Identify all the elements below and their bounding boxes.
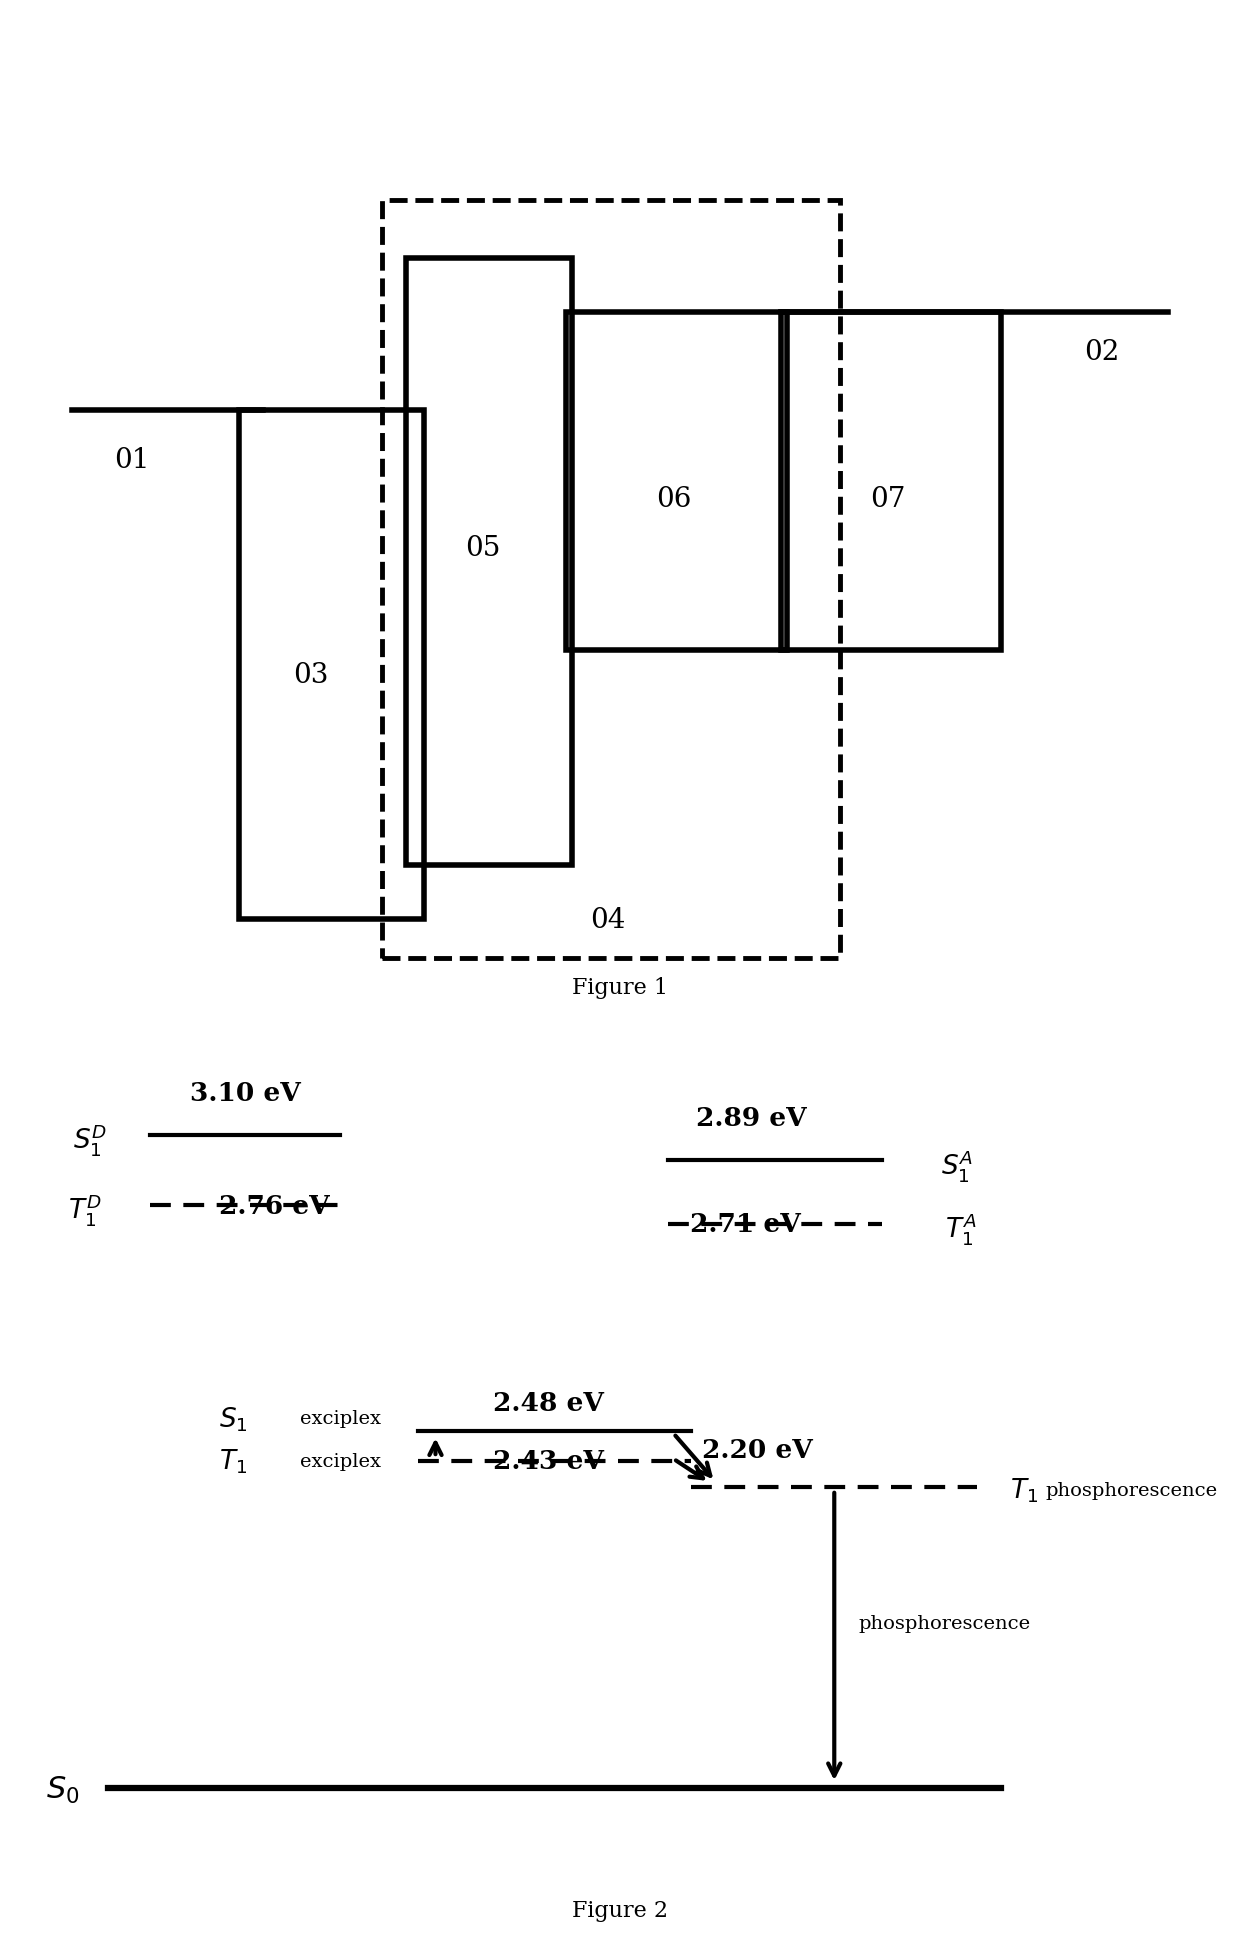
Text: 07: 07 [870,485,905,513]
Text: 2.43 eV: 2.43 eV [494,1448,604,1474]
Text: 2.76 eV: 2.76 eV [219,1194,330,1217]
Text: exciplex: exciplex [300,1452,381,1470]
Bar [239,411,424,920]
Text: $T_1^D$: $T_1^D$ [68,1192,100,1227]
Text: Figure 1: Figure 1 [572,977,668,998]
Text: 04: 04 [590,906,626,933]
Text: Figure 2: Figure 2 [572,1898,668,1922]
Text: 06: 06 [656,485,691,513]
Text: 05: 05 [465,534,501,562]
Text: 02: 02 [1085,339,1120,366]
Text: phosphorescence: phosphorescence [858,1615,1030,1632]
Text: $S_0$: $S_0$ [46,1775,79,1806]
Text: $S_1$: $S_1$ [218,1405,248,1433]
Text: 3.10 eV: 3.10 eV [190,1080,300,1106]
Bar [382,202,841,959]
Text: $T_1^A$: $T_1^A$ [945,1209,976,1247]
Bar [405,260,573,867]
Text: 2.89 eV: 2.89 eV [696,1106,806,1131]
Text: $S_1^D$: $S_1^D$ [73,1121,108,1159]
Text: 01: 01 [114,446,150,474]
Text: exciplex: exciplex [300,1409,381,1429]
Text: 03: 03 [293,661,329,689]
Text: phosphorescence: phosphorescence [1045,1481,1218,1499]
Bar [781,313,1001,652]
Text: 2.48 eV: 2.48 eV [494,1389,604,1415]
Text: $S_1^A$: $S_1^A$ [941,1147,973,1184]
Bar [567,313,786,652]
Text: 2.20 eV: 2.20 eV [702,1436,812,1462]
Text: $T_1$: $T_1$ [219,1446,247,1476]
Text: $T_1$: $T_1$ [1011,1476,1039,1505]
Text: 2.71 eV: 2.71 eV [689,1211,800,1237]
